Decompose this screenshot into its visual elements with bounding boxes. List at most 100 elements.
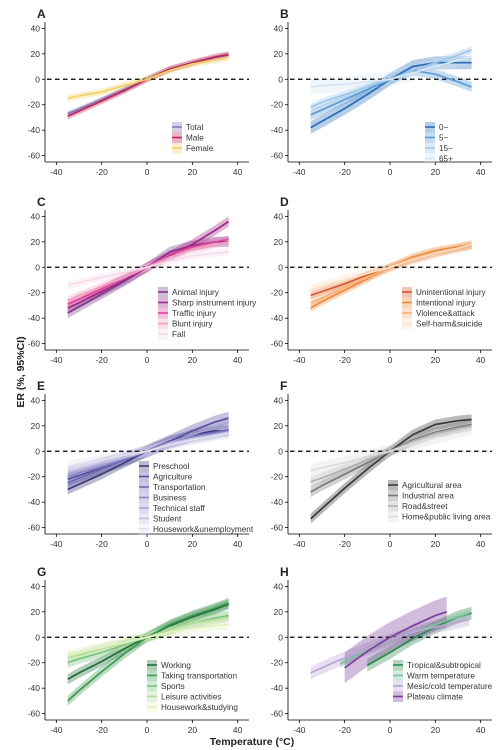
panel-a-legend-label-1: Total [186,123,203,132]
panel-g: G -60 -40 -20 0 20 40 -40 -20 0 20 40 Working Taking … [28,565,249,735]
panel-f-x-tick-label: -20 [339,539,352,549]
panel-f-x-tick-label: 0 [388,539,393,549]
panel-e-legend-label-2: Agriculture [153,473,193,482]
panel-b-y-tick-label: 20 [274,49,284,59]
panel-d-x-tick-label: 40 [476,355,486,365]
panel-h-y-tick-label: -40 [271,683,284,693]
x-axis-label: Temperature (°C) [210,736,295,748]
panel-f-y-tick-label: 0 [278,446,283,456]
panel-g-x-tick-label: -20 [96,725,109,735]
panel-d-y-tick-label: 20 [274,237,284,247]
panel-h-legend-label-4: Plateau climate [407,693,463,702]
panel-c-ci-band-5 [67,248,229,289]
panel-d-y-tick-label: 40 [274,211,284,221]
panel-g-y-tick-label: -40 [28,683,41,693]
panel-a-y-tick-label: -20 [28,100,41,110]
panel-e-legend-label-4: Business [153,494,186,503]
panel-f: F -60 -40 -20 0 20 40 -40 -20 0 20 40 Agricultural a… [271,379,492,549]
panel-e-y-tick-label: -60 [28,523,41,533]
panel-h-y-tick-label: 0 [278,632,283,642]
panel-b-y-tick-label: -40 [271,125,284,135]
panel-h-y-tick-label: -20 [271,658,284,668]
panel-g-legend-label-3: Sports [161,682,185,691]
panel-e-legend-label-5: Technical staff [153,504,205,513]
panel-a-letter: A [37,7,46,21]
panel-e-y-tick-label: -20 [28,472,41,482]
panel-a-y-tick-label: 20 [31,49,41,59]
panel-g-x-tick-label: 20 [188,725,198,735]
panel-d-x-tick-label: 20 [431,355,441,365]
panel-b-y-tick-label: 40 [274,23,284,33]
panel-e-x-tick-label: 40 [233,539,243,549]
panel-h-y-tick-label: 40 [274,581,284,591]
panel-c-legend-label-2: Sharp instrument injury [172,299,257,308]
panel-c-y-tick-label: 40 [31,211,41,221]
panel-g-ci-band-1 [67,599,229,685]
panel-g-x-tick-label: 0 [145,725,150,735]
panel-b-legend: 0− 5−15− 65+ [425,122,453,164]
panel-f-y-tick-label: -20 [271,472,284,482]
y-axis-label: ER (%, 95%CI) [15,336,27,407]
panel-c-x-tick-label: 20 [188,355,198,365]
panel-a-y-tick-label: 0 [35,74,40,84]
panel-f-y-tick-label: 20 [274,421,284,431]
panel-c-legend: Animal injury Sharp instrument injuryTraf… [158,287,257,340]
panel-g-ci-band-5 [67,619,229,661]
panel-e-y-tick-label: -40 [28,497,41,507]
panel-b-x-tick-label: 20 [431,167,441,177]
panel-d-series-line-4 [310,243,472,292]
panel-h-legend-label-3: Mesic/cold temperature [407,682,493,691]
panel-h-legend: Tropical&subtropical Warm temperatureMesi… [393,660,493,702]
panel-c-x-tick-label: -20 [96,355,109,365]
panel-b-y-tick-label: -60 [271,151,284,161]
panel-e-y-tick-label: 40 [31,395,41,405]
panel-h-x-tick-label: 40 [476,725,486,735]
panel-b-ci-band-2 [310,65,472,120]
panel-f-x-tick-label: 20 [431,539,441,549]
panel-c: C -60 -40 -20 0 20 40 -40 -20 0 20 40 Animal injury S… [28,195,257,365]
panel-d-x-tick-label: 0 [388,355,393,365]
panel-a-legend-label-2: Male [186,134,204,143]
panel-c-y-tick-label: 20 [31,237,41,247]
panel-d-y-tick-label: 0 [278,262,283,272]
panel-h-series-line-3 [310,618,470,674]
panel-b-legend-label-4: 65+ [439,155,453,164]
panel-b-series-line-4 [310,55,472,88]
panel-f-legend-label-3: Road&street [402,502,448,511]
panel-h-x-tick-label: 20 [431,725,441,735]
panel-h-y-tick-label: 20 [274,607,284,617]
panel-c-y-tick-label: -40 [28,313,41,323]
panel-e-x-tick-label: 0 [145,539,150,549]
panel-a-x-tick-label: 0 [145,167,150,177]
panel-h-y-tick-label: -60 [271,709,284,719]
panel-f-series-line-4 [310,427,472,472]
panel-c-legend-label-3: Traffic injury [172,309,217,318]
panel-f-x-tick-label: -40 [293,539,306,549]
panel-g-legend-label-2: Taking transportation [161,672,237,681]
panel-d-legend: Unintentional injury Intentional injuryVi… [402,287,487,329]
panel-d-letter: D [280,195,289,209]
panel-e-legend-label-6: Student [153,515,182,524]
panel-c-y-tick-label: -20 [28,288,41,298]
panel-d-legend-label-2: Intentional injury [416,299,477,308]
panel-d-y-tick-label: -60 [271,339,284,349]
panel-g-y-tick-label: 0 [35,632,40,642]
panel-h-legend-label-1: Tropical&subtropical [407,661,481,670]
panel-f-x-tick-label: 40 [476,539,486,549]
panel-f-legend-label-1: Agricultural area [402,481,462,490]
panel-c-letter: C [37,195,46,209]
panel-g-y-tick-label: -60 [28,709,41,719]
panel-c-x-tick-label: 40 [233,355,243,365]
panel-a-y-tick-label: 40 [31,23,41,33]
panel-a-y-tick-label: -60 [28,151,41,161]
panel-a-y-tick-label: -40 [28,125,41,135]
panel-c-legend-label-4: Blunt injury [172,320,213,329]
panel-c-series-line-5 [67,251,229,286]
panel-g-legend-label-5: Housework&studying [161,703,238,712]
panel-b: B -60 -40 -20 0 20 40 -40 -20 0 20 40 0− 5−15− 65+ [271,7,492,177]
panel-e-x-tick-label: -40 [50,539,63,549]
panel-a-legend-label-3: Female [186,144,214,153]
panel-c-y-tick-label: 0 [35,262,40,272]
